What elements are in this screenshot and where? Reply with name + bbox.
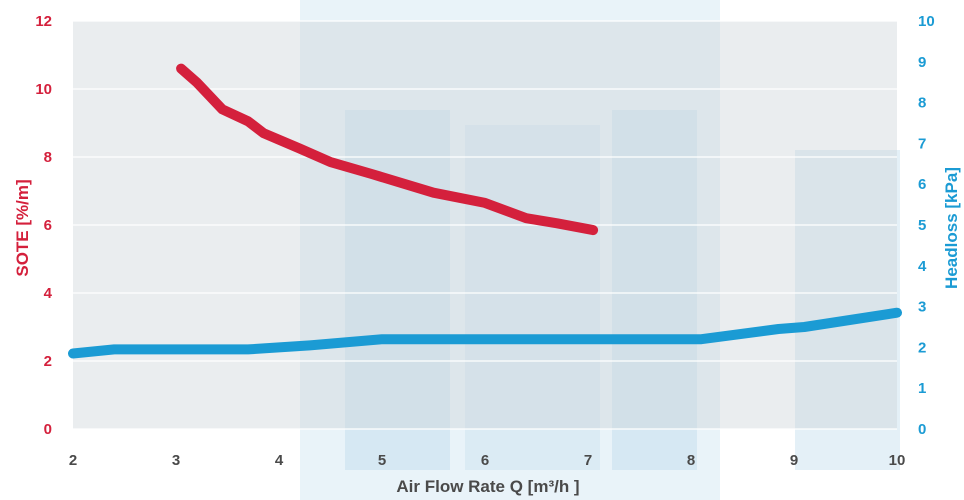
y-tick-label-left: 12 — [35, 13, 52, 30]
y-tick-label-left: 4 — [44, 285, 53, 302]
y-tick-label-right: 2 — [918, 339, 926, 356]
y-tick-label-right: 4 — [918, 258, 927, 275]
x-tick-label: 7 — [584, 452, 592, 469]
y-tick-label-right: 1 — [918, 380, 926, 397]
x-axis-ticks: 2 3 4 5 6 7 8 9 10 — [69, 452, 906, 469]
x-tick-label: 9 — [790, 452, 798, 469]
y-tick-label-left: 8 — [44, 149, 52, 166]
y-tick-label-right: 6 — [918, 176, 926, 193]
x-tick-label: 10 — [889, 452, 906, 469]
x-tick-label: 5 — [378, 452, 386, 469]
y-tick-label-right: 10 — [918, 13, 935, 30]
y-tick-label-right: 0 — [918, 421, 926, 438]
x-axis-title: Air Flow Rate Q [m³/h ] — [396, 477, 579, 496]
y-tick-label-right: 7 — [918, 135, 926, 152]
right-axis-ticks: 0 1 2 3 4 5 6 7 8 9 10 — [918, 13, 935, 438]
y-tick-label-right: 8 — [918, 95, 926, 112]
series-layer — [68, 63, 902, 359]
x-tick-label: 3 — [172, 452, 180, 469]
background-column — [465, 125, 600, 470]
y-axis-title-left: SOTE [%/m] — [13, 179, 32, 276]
y-axis-title-right: Headloss [kPa] — [942, 167, 961, 289]
sote-series-line — [176, 63, 599, 236]
y-tick-label-left: 6 — [44, 217, 52, 234]
y-tick-label-right: 3 — [918, 299, 926, 316]
x-tick-label: 8 — [687, 452, 695, 469]
background-column — [612, 110, 697, 470]
headloss-series-line — [68, 307, 902, 359]
left-axis-ticks: 0 2 4 6 8 10 12 — [35, 13, 52, 438]
x-tick-label: 2 — [69, 452, 77, 469]
y-tick-label-left: 0 — [44, 421, 52, 438]
y-tick-label-left: 10 — [35, 81, 52, 98]
y-tick-label-right: 5 — [918, 217, 926, 234]
y-tick-label-right: 9 — [918, 54, 926, 71]
x-tick-label: 6 — [481, 452, 489, 469]
background-illustration — [300, 0, 900, 500]
y-tick-label-left: 2 — [44, 353, 52, 370]
x-tick-label: 4 — [275, 452, 284, 469]
gridlines — [73, 20, 897, 430]
